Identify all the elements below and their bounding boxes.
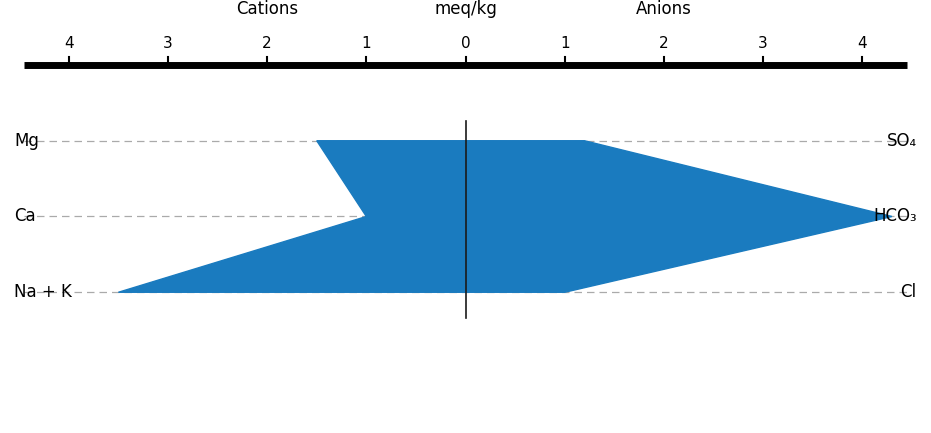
Text: Na + K: Na + K: [14, 283, 72, 301]
Text: 3: 3: [163, 36, 173, 51]
Text: 0: 0: [461, 36, 470, 51]
Text: 1: 1: [361, 36, 371, 51]
Text: Mg: Mg: [14, 132, 39, 150]
Text: meq/kg: meq/kg: [434, 0, 497, 19]
Text: 4: 4: [857, 36, 867, 51]
Text: Ca: Ca: [14, 207, 36, 226]
Text: 4: 4: [64, 36, 74, 51]
Text: Cl: Cl: [900, 283, 917, 301]
Text: 1: 1: [560, 36, 570, 51]
Text: Cations: Cations: [236, 0, 298, 19]
Polygon shape: [118, 141, 892, 292]
Text: Anions: Anions: [636, 0, 692, 19]
Text: HCO₃: HCO₃: [873, 207, 917, 226]
Text: 2: 2: [263, 36, 272, 51]
Text: SO₄: SO₄: [886, 132, 917, 150]
Text: 3: 3: [758, 36, 768, 51]
Text: 2: 2: [659, 36, 668, 51]
